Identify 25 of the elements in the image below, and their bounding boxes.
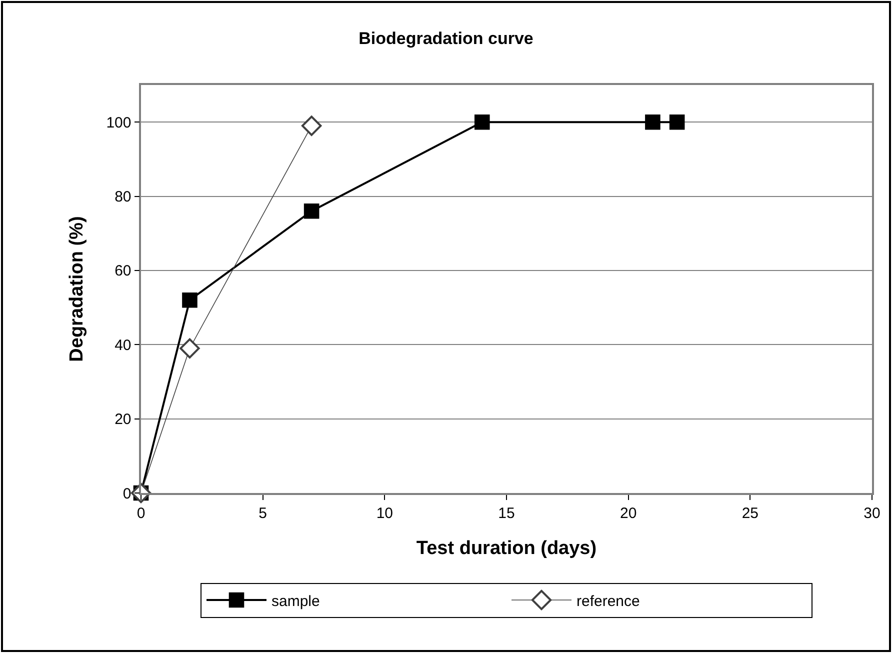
y-tick-label: 20 xyxy=(114,411,132,428)
x-axis-title: Test duration (days) xyxy=(416,538,597,560)
point xyxy=(474,114,490,130)
point xyxy=(180,338,200,358)
y-tick-label: 0 xyxy=(122,485,132,502)
point xyxy=(304,203,320,219)
y-axis-title: Degradation (%) xyxy=(66,216,88,362)
x-tick-label: 20 xyxy=(620,504,637,522)
x-tick-label: 15 xyxy=(498,504,515,522)
x-tick-label: 5 xyxy=(258,504,267,522)
y-tick-label: 80 xyxy=(114,188,132,206)
x-tick-label: 25 xyxy=(742,504,759,522)
x-tick-label: 10 xyxy=(376,504,394,522)
y-tick-label: 60 xyxy=(114,262,132,280)
x-tick-label: 0 xyxy=(136,504,146,522)
point xyxy=(645,114,660,130)
y-tick-label: 40 xyxy=(114,336,132,354)
point xyxy=(182,292,198,308)
y-tick-label: 100 xyxy=(106,114,132,132)
legend-label: sample xyxy=(272,592,320,610)
x-tick-label: 30 xyxy=(864,504,880,522)
point xyxy=(301,116,322,136)
point xyxy=(669,114,685,130)
legend-label: reference xyxy=(576,592,640,610)
chart-title: Biodegradation curve xyxy=(358,29,534,48)
